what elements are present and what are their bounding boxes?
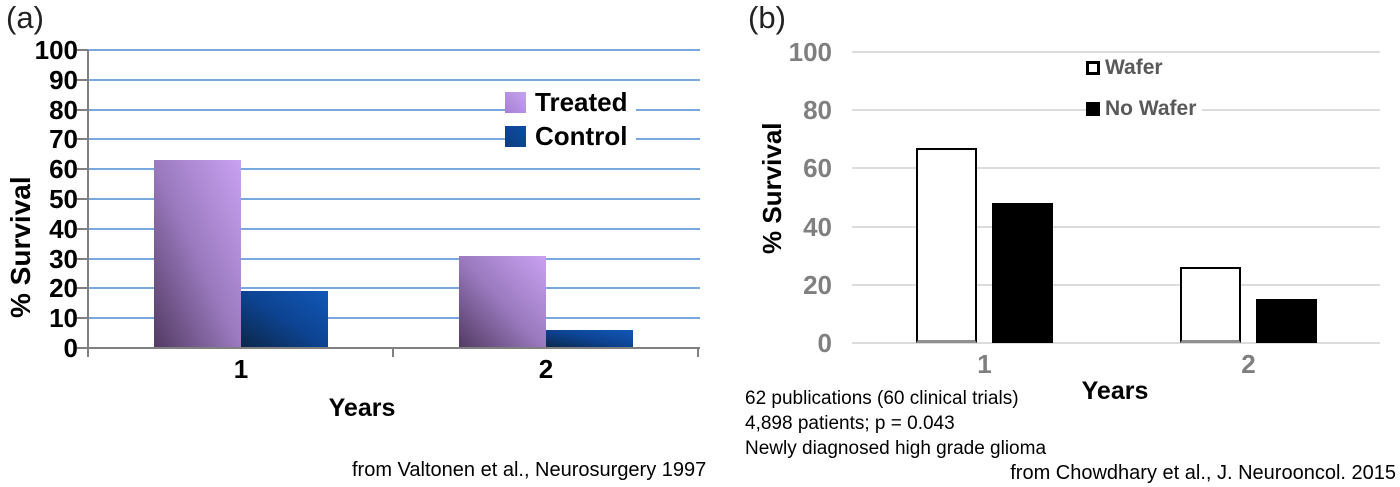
gridline-70 xyxy=(88,138,700,141)
x-category-label-2: 2 xyxy=(538,354,554,384)
y-tick-label-60: 60 xyxy=(803,153,832,184)
gridline-10 xyxy=(88,317,700,320)
y-tick-mark-40 xyxy=(77,227,88,230)
bar-control-year-2 xyxy=(546,330,633,348)
legend-label-treated: Treated xyxy=(535,87,628,117)
y-tick-label-100: 100 xyxy=(788,37,832,67)
y-tick-mark-20 xyxy=(77,287,88,290)
y-tick-label-20: 20 xyxy=(803,269,832,300)
x-tick-mark-2 xyxy=(697,348,699,357)
legend-item-wafer: Wafer xyxy=(1086,56,1203,79)
chart-b-legend: Wafer No Wafer xyxy=(1086,56,1203,139)
bar-no-wafer-year-1 xyxy=(992,203,1053,343)
legend-label-control: Control xyxy=(535,121,628,151)
gridline-60 xyxy=(852,167,1380,170)
gridline-60 xyxy=(88,168,700,171)
y-tick-label-30: 30 xyxy=(49,243,78,274)
y-tick-mark-100 xyxy=(77,49,88,51)
gridline-30 xyxy=(88,257,700,260)
gridline-100 xyxy=(852,51,1380,53)
y-axis-line xyxy=(87,50,89,349)
x-tick-mark-1 xyxy=(392,348,394,357)
bar-wafer-year-2 xyxy=(1180,267,1241,343)
legend-item-treated: Treated xyxy=(505,88,636,117)
legend-swatch-treated-icon xyxy=(505,92,526,113)
legend-label-no-wafer: No Wafer xyxy=(1105,97,1197,120)
chart-b-annotation-block: 62 publications (60 clinical trials) 4,8… xyxy=(745,386,1046,461)
y-tick-label-40: 40 xyxy=(49,213,78,244)
y-tick-mark-60 xyxy=(77,168,88,171)
legend-swatch-no-wafer-icon xyxy=(1086,102,1100,116)
y-tick-mark-90 xyxy=(77,78,88,81)
y-tick-label-90: 90 xyxy=(49,64,78,95)
bar-no-wafer-year-2 xyxy=(1256,299,1317,343)
y-tick-label-20: 20 xyxy=(49,273,78,304)
chart-a-survival-valtonen: 0 10 20 30 40 50 60 70 80 90 100 1 2 xyxy=(34,35,700,384)
y-tick-mark-10 xyxy=(77,317,88,320)
y-tick-label-70: 70 xyxy=(49,124,78,155)
y-tick-mark-70 xyxy=(77,138,88,141)
gridline-40 xyxy=(852,225,1380,228)
chart-b-x-axis-title: Years xyxy=(1081,377,1149,405)
bar-control-year-1 xyxy=(241,291,328,348)
x-category-label-1: 1 xyxy=(977,349,992,379)
gridline-40 xyxy=(88,227,700,230)
y-tick-mark-50 xyxy=(77,198,88,200)
x-category-label-1: 1 xyxy=(233,354,249,384)
annotation-patients-pvalue: 4,898 patients; p = 0.043 xyxy=(745,413,955,434)
gridline-100 xyxy=(88,49,700,51)
x-category-label-2: 2 xyxy=(1241,349,1256,379)
gridline-90 xyxy=(88,78,700,81)
bar-wafer-year-1 xyxy=(916,148,977,343)
annotation-diagnosis: Newly diagnosed high grade glioma xyxy=(745,438,1047,459)
legend-item-no-wafer: No Wafer xyxy=(1086,97,1203,120)
bar-treated-year-2 xyxy=(459,255,546,348)
gridline-20 xyxy=(88,287,700,290)
legend-label-wafer: Wafer xyxy=(1105,56,1163,79)
gridline-0 xyxy=(852,342,1380,344)
legend-swatch-control-icon xyxy=(505,126,526,147)
panel-a-label: (a) xyxy=(6,0,44,35)
y-tick-label-0: 0 xyxy=(817,328,832,358)
y-tick-label-80: 80 xyxy=(803,95,832,126)
chart-b-source-citation: from Chowdhary et al., J. Neurooncol. 20… xyxy=(1010,462,1396,484)
legend-item-control: Control xyxy=(505,122,636,151)
panel-b-label: (b) xyxy=(748,0,786,35)
gridline-80 xyxy=(88,108,700,111)
chart-b-y-axis-title: % Survival xyxy=(757,122,787,254)
y-tick-label-40: 40 xyxy=(803,211,832,242)
y-tick-label-60: 60 xyxy=(49,154,78,185)
y-tick-mark-80 xyxy=(77,108,88,111)
y-tick-mark-30 xyxy=(77,257,88,260)
bar-treated-year-1 xyxy=(154,160,241,348)
y-tick-label-100: 100 xyxy=(34,35,78,65)
y-tick-label-50: 50 xyxy=(49,184,78,214)
y-tick-label-10: 10 xyxy=(49,303,78,334)
legend-swatch-wafer-icon xyxy=(1086,61,1100,75)
chart-a-x-axis-title: Years xyxy=(328,394,396,422)
annotation-publications: 62 publications (60 clinical trials) xyxy=(745,388,1019,409)
gridline-50 xyxy=(88,198,700,200)
y-tick-mark-0 xyxy=(77,347,88,349)
gridline-20 xyxy=(852,283,1380,286)
x-tick-mark-0 xyxy=(87,348,89,357)
y-tick-label-80: 80 xyxy=(49,94,78,125)
chart-a-source-citation: from Valtonen et al., Neurosurgery 1997 xyxy=(352,459,707,481)
chart-a-y-axis-title: % Survival xyxy=(5,176,36,319)
chart-a-legend: Treated Control xyxy=(505,88,636,156)
y-tick-label-0: 0 xyxy=(63,333,78,363)
